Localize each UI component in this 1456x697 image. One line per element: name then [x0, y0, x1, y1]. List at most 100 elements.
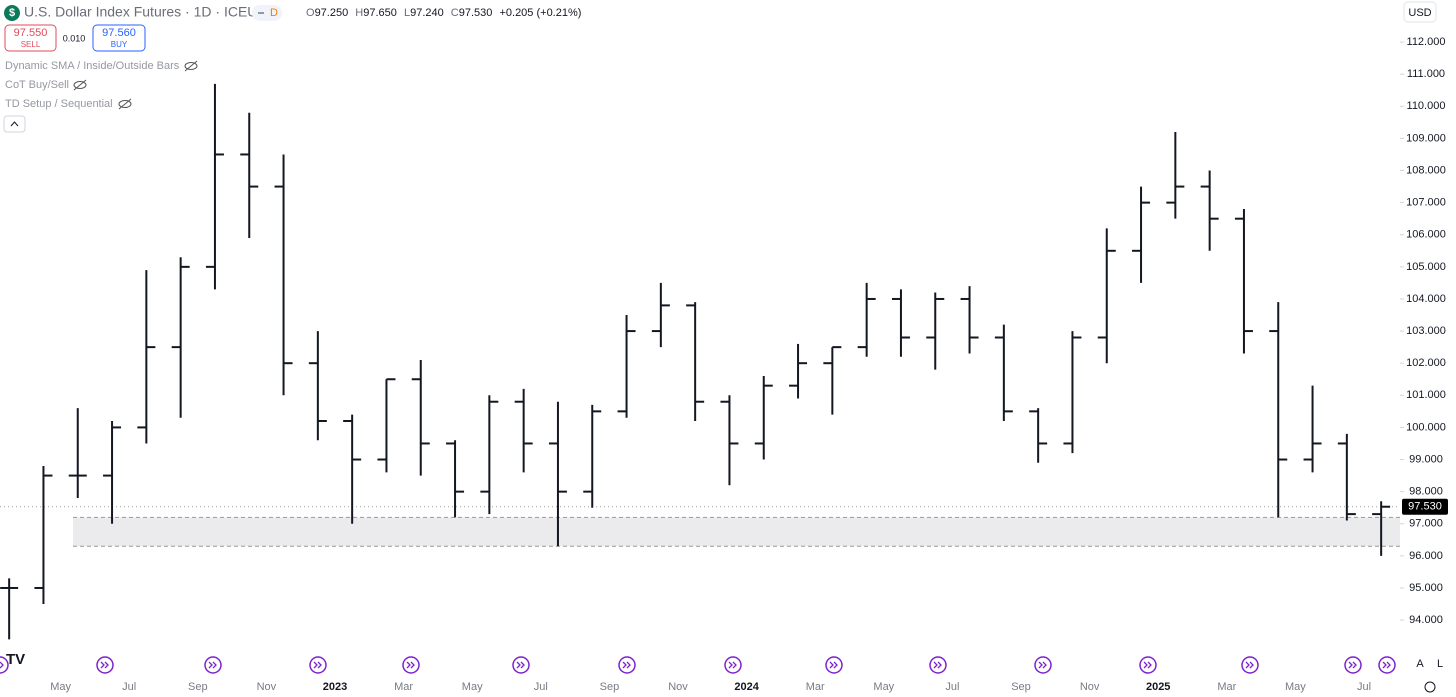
ohlc-legend: O97.250 H97.650 L97.240 C97.530 +0.205 (…: [306, 7, 581, 19]
x-tick-label: Sep: [1011, 681, 1031, 693]
ohlc-key: O: [306, 7, 315, 19]
logo: TV: [6, 651, 25, 668]
indicator[interactable]: Dynamic SMA / Inside/Outside Bars: [5, 60, 180, 72]
x-tick-label: Nov: [668, 681, 688, 693]
y-tick-label: 109.000: [1406, 132, 1446, 144]
x-tick-label: 2025: [1146, 681, 1170, 693]
y-tick-label: 107.000: [1406, 197, 1446, 209]
symbol-icon: [4, 5, 20, 21]
event-icon[interactable]: [402, 656, 420, 674]
buy-label: BUY: [111, 40, 128, 49]
event-glyph: [829, 661, 838, 669]
event-glyph: [933, 661, 942, 669]
currency: USD: [1408, 7, 1431, 19]
y-tick-label: 95.000: [1409, 582, 1443, 594]
y-tick-label: 106.000: [1406, 229, 1446, 241]
event-glyph: [1143, 661, 1152, 669]
ohlc-key: C: [451, 7, 459, 19]
event-icon[interactable]: [309, 656, 327, 674]
x-tick-label: Mar: [806, 681, 825, 693]
y-tick-label: 108.000: [1406, 164, 1446, 176]
ohlc-value: 97.530: [459, 7, 493, 19]
buy-button[interactable]: [92, 24, 146, 52]
collapse-arrow: [10, 121, 19, 127]
support-zone: [73, 517, 1400, 547]
x-tick-label: Sep: [600, 681, 620, 693]
symbol-icon-glyph: $: [9, 7, 15, 19]
x-tick-label: Jul: [945, 681, 959, 693]
x-tick-label: Mar: [394, 681, 413, 693]
ohlc-value: 97.240: [410, 7, 444, 19]
ohlc-key: L: [404, 7, 410, 19]
y-tick-label: 105.000: [1406, 261, 1446, 273]
eye-icons: [73, 60, 198, 110]
event-icon[interactable]: [929, 656, 947, 674]
y-tick-label: 100.000: [1406, 421, 1446, 433]
x-tick-label: Nov: [257, 681, 277, 693]
flag-dash: [258, 12, 264, 14]
flag: D: [270, 7, 278, 19]
x-tick-label: May: [50, 681, 71, 693]
y-tick-label: 99.000: [1409, 453, 1443, 465]
sell-label: SELL: [21, 40, 41, 49]
event-icon[interactable]: [1139, 656, 1157, 674]
event-glyph: [516, 661, 525, 669]
x-tick-label: Sep: [188, 681, 208, 693]
event-glyph: [1348, 661, 1357, 669]
event-icon[interactable]: [1344, 656, 1362, 674]
ohlc-change: +0.205 (+0.21%): [499, 7, 581, 19]
symbol-title[interactable]: U.S. Dollar Index Futures · 1D · ICEUS: [24, 4, 267, 20]
y-tick-label: 96.000: [1409, 550, 1443, 562]
scale-button[interactable]: L: [1437, 658, 1443, 670]
event-icon[interactable]: [1241, 656, 1259, 674]
x-tick-label: Jul: [534, 681, 548, 693]
ohlc-key: H: [355, 7, 363, 19]
y-tick-label: 111.000: [1407, 68, 1445, 80]
price-tag: [1402, 498, 1448, 515]
flag-pill: [252, 5, 282, 21]
y-tick-label: 98.000: [1409, 486, 1443, 498]
indicator[interactable]: TD Setup / Sequential: [5, 98, 113, 110]
event-icon[interactable]: [512, 656, 530, 674]
event-icon[interactable]: [618, 656, 636, 674]
x-tick-label: Nov: [1080, 681, 1100, 693]
event-icon[interactable]: [0, 656, 9, 674]
y-tick-label: 104.000: [1406, 293, 1446, 305]
x-tick-label: May: [873, 681, 894, 693]
event-glyph: [313, 661, 322, 669]
event-icon[interactable]: [1378, 656, 1396, 674]
x-tick-label: 2023: [323, 681, 347, 693]
event-glyph: [622, 661, 631, 669]
x-tick-label: Jul: [122, 681, 136, 693]
event-icon[interactable]: [825, 656, 843, 674]
event-glyph: [100, 661, 109, 669]
event-icon[interactable]: [96, 656, 114, 674]
event-glyph: [406, 661, 415, 669]
y-tick-label: 101.000: [1406, 389, 1446, 401]
currency-button[interactable]: [1403, 1, 1437, 23]
y-tick-label: 112.000: [1407, 36, 1446, 48]
event-glyph: [1245, 661, 1254, 669]
scale-button[interactable]: A: [1416, 658, 1424, 670]
buy-price: 97.560: [102, 27, 136, 39]
collapse-button[interactable]: [3, 115, 26, 133]
x-tick-label: 2024: [734, 681, 759, 693]
price-scale: [1400, 0, 1456, 697]
sell-button[interactable]: [4, 24, 57, 52]
y-tick-label: 97.000: [1409, 518, 1443, 530]
x-tick-label: May: [462, 681, 483, 693]
event-glyph: [728, 661, 737, 669]
event-glyph: [0, 661, 4, 669]
price-tag-label: 97.530: [1408, 501, 1442, 513]
settings-icon[interactable]: [1424, 681, 1436, 693]
ohlc-value: 97.650: [363, 7, 397, 19]
sell-price: 97.550: [14, 27, 48, 39]
event-icon[interactable]: [1034, 656, 1052, 674]
indicator[interactable]: CoT Buy/Sell: [5, 79, 69, 91]
event-glyph: [208, 661, 217, 669]
event-icon[interactable]: [724, 656, 742, 674]
event-icon[interactable]: [204, 656, 222, 674]
event-glyph: [1382, 661, 1391, 669]
